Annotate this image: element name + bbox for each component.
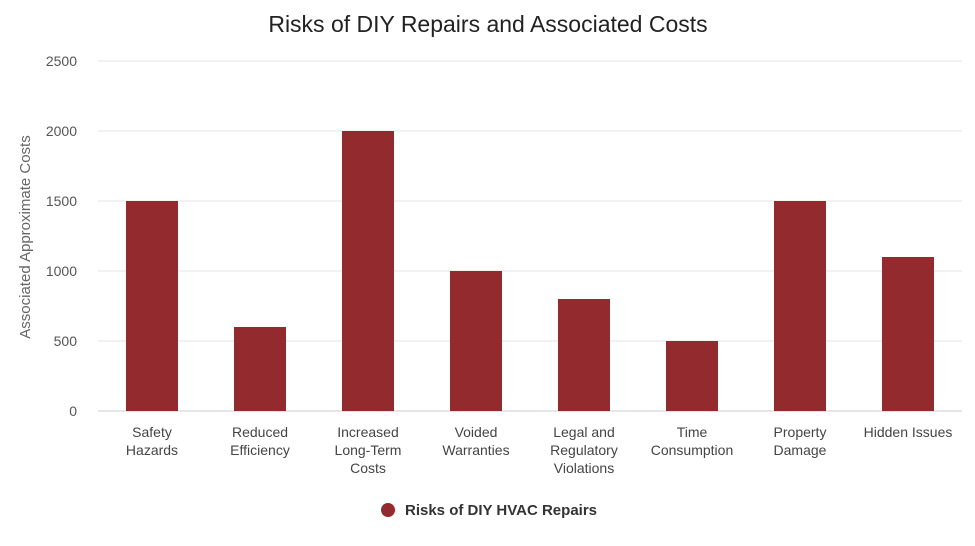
bar[interactable]: Safety Hazards: 1500: [126, 201, 178, 411]
x-tick-label: Safety Hazards: [126, 424, 178, 458]
y-tick-label: 1500: [46, 193, 77, 209]
x-tick-label-line: Voided: [455, 424, 498, 440]
x-tick-label-line: Costs: [350, 460, 386, 476]
y-axis-label: Associated Approximate Costs: [17, 135, 34, 338]
x-tick-label-line: Property: [774, 424, 827, 440]
legend-marker: [381, 503, 395, 517]
x-tick-label-line: Efficiency: [230, 442, 290, 458]
y-tick-label: 500: [54, 333, 78, 349]
x-tick-label: Increased Long-Term Costs: [335, 424, 402, 476]
gridlines: [98, 60, 962, 412]
x-tick-label-line: Reduced: [232, 424, 288, 440]
chart-title: Risks of DIY Repairs and Associated Cost…: [268, 11, 707, 37]
x-tick-label-line: Warranties: [442, 442, 509, 458]
bar[interactable]: Property Damage: 1500: [774, 201, 826, 411]
y-axis-ticks: 0 500 1000 1500 2000 2500: [46, 53, 77, 419]
x-axis-labels: Safety Hazards Reduced Efficiency Increased L…: [126, 424, 952, 476]
y-tick-label: 0: [69, 403, 77, 419]
bars: Safety Hazards: 1500 Reduced Efficiency: …: [126, 131, 934, 411]
x-tick-label: Voided Warranties: [442, 424, 509, 458]
y-tick-label: 2000: [46, 123, 77, 139]
x-tick-label-line: Time: [677, 424, 708, 440]
bar[interactable]: Legal and Regulatory Violations: 800: [558, 299, 610, 411]
x-tick-label: Property Damage: [774, 424, 827, 458]
x-tick-label: Reduced Efficiency: [230, 424, 290, 458]
x-tick-label-line: Legal and: [553, 424, 615, 440]
x-tick-label-line: Long-Term: [335, 442, 402, 458]
y-tick-label: 1000: [46, 263, 77, 279]
legend-label: Risks of DIY HVAC Repairs: [405, 502, 597, 519]
bar[interactable]: Increased Long-Term Costs: 2000: [342, 131, 394, 411]
x-tick-label-line: Damage: [774, 442, 827, 458]
x-tick-label-line: Violations: [554, 460, 614, 476]
bar[interactable]: Time Consumption: 500: [666, 341, 718, 411]
bar[interactable]: Reduced Efficiency: 600: [234, 327, 286, 411]
x-tick-label-line: Consumption: [651, 442, 734, 458]
y-tick-label: 2500: [46, 53, 77, 69]
x-tick-label-line: Hazards: [126, 442, 178, 458]
bar[interactable]: Voided Warranties: 1000: [450, 271, 502, 411]
x-tick-label-line: Safety: [132, 424, 172, 440]
x-tick-label: Hidden Issues: [864, 424, 953, 440]
bar[interactable]: Hidden Issues: 1100: [882, 257, 934, 411]
x-tick-label-line: Regulatory: [550, 442, 618, 458]
x-tick-label-line: Increased: [337, 424, 398, 440]
x-tick-label: Legal and Regulatory Violations: [550, 424, 618, 476]
x-tick-label-line: Hidden Issues: [864, 424, 953, 440]
legend[interactable]: Risks of DIY HVAC Repairs: [381, 502, 597, 519]
x-tick-label: Time Consumption: [651, 424, 734, 458]
